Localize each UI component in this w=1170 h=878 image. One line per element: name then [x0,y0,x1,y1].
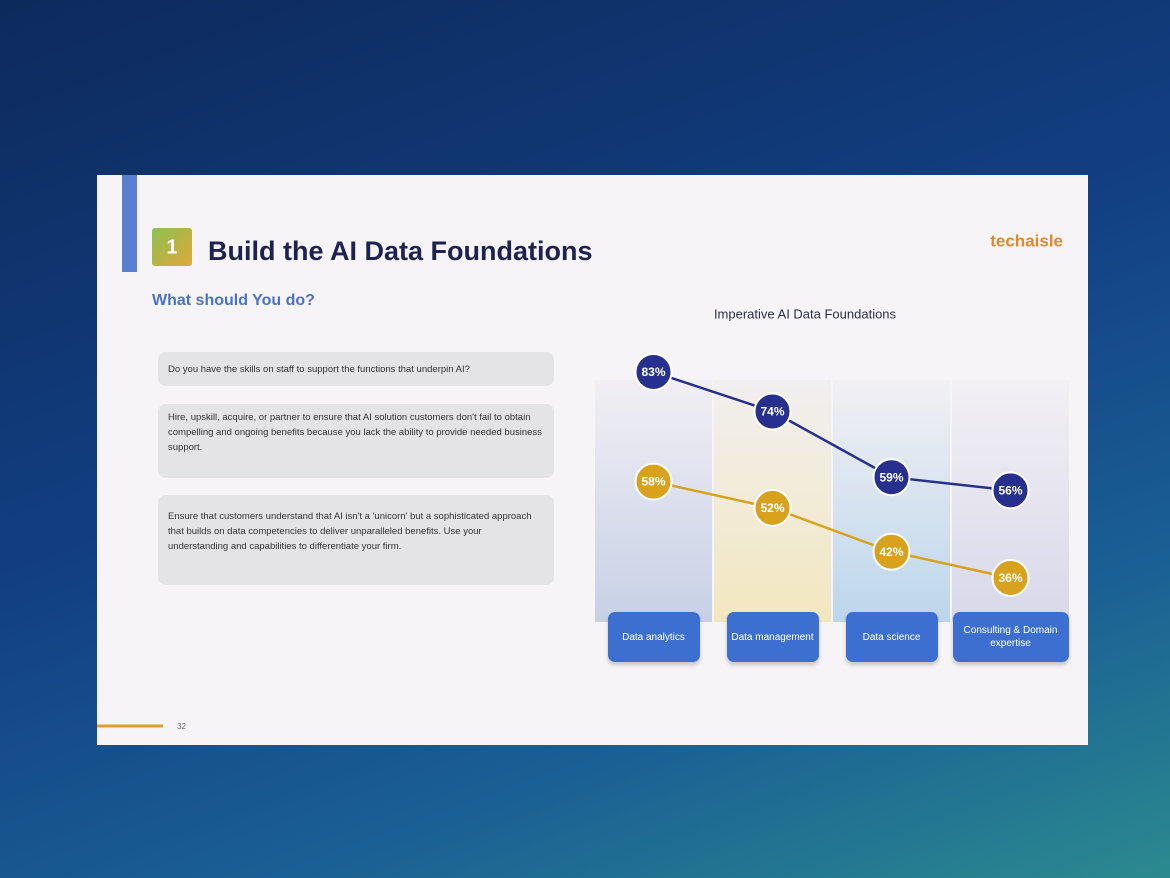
data-label: 83% [641,365,665,379]
accent-bar [122,175,137,272]
data-point [753,488,792,527]
category-label: Data science [845,612,938,662]
data-point [872,532,911,571]
data-point [872,458,911,497]
data-label: 74% [760,405,784,419]
data-point [991,559,1030,597]
data-label: 52% [760,501,784,515]
text-box: Do you have the skills on staff to suppo… [158,352,554,386]
series-line [653,480,1011,580]
page-number: 32 [177,722,186,731]
section-number: 1 [166,236,177,258]
category-label: Consulting & Domain expertise [952,612,1069,662]
section-number-box [152,228,192,266]
slide-title: Build the AI Data Foundations [208,236,593,266]
data-label: 56% [998,484,1022,498]
logo: techaisle [990,231,1063,250]
data-label: 36% [998,571,1022,585]
text-box: Hire, upskill, acquire, or partner to en… [158,404,554,478]
data-label: 42% [879,545,903,559]
subtitle: What should You do? [152,292,315,309]
category-column [833,380,950,622]
category-label: Data analytics [607,612,700,662]
data-point [634,353,673,391]
category-column [595,380,712,622]
data-point [991,471,1030,510]
category-label: Data management [726,612,819,662]
data-point [634,462,673,501]
text-box: Ensure that customers understand that AI… [158,495,554,585]
data-label: 58% [641,475,665,489]
data-point [753,392,792,431]
data-label: 59% [879,470,903,484]
chart-title: Imperative AI Data Foundations [714,306,897,321]
series-line [653,370,1011,492]
